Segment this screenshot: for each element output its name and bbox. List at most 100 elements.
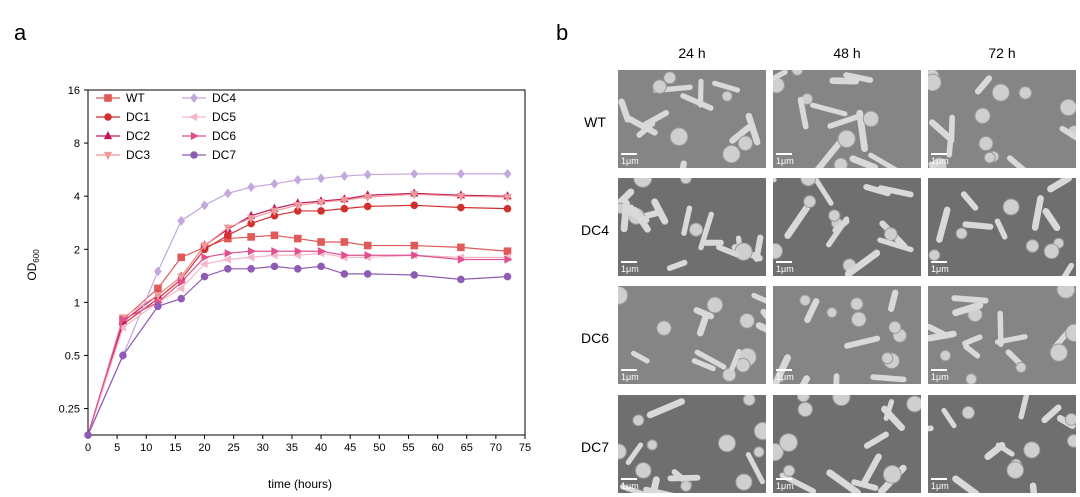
data-point <box>503 169 512 179</box>
scale-bar <box>621 369 637 371</box>
origin-point <box>84 431 92 439</box>
sem-micrograph: 1μm <box>618 395 766 493</box>
data-point <box>316 199 326 208</box>
data-point <box>178 278 187 287</box>
data-point <box>177 253 186 262</box>
data-point <box>410 271 419 279</box>
legend-marker <box>103 151 113 161</box>
data-point <box>363 202 372 211</box>
scale-label: 1μm <box>621 372 639 382</box>
micrograph-texture <box>773 395 921 493</box>
x-tick-label: 0 <box>85 442 91 454</box>
x-tick-label: 5 <box>114 442 120 454</box>
scale-bar <box>776 153 792 155</box>
scale-bar <box>931 261 947 263</box>
panel-b-letter: b <box>556 20 569 45</box>
x-tick-label: 35 <box>286 442 298 454</box>
row-header: DC7 <box>580 439 609 455</box>
legend-item-dc2: DC2 <box>96 129 150 143</box>
series-line <box>87 193 508 436</box>
data-point <box>248 247 257 256</box>
data-point <box>117 323 127 332</box>
column-header: 48 h <box>833 45 861 61</box>
x-tick-label: 75 <box>519 442 531 454</box>
legend-item-dc6: DC6 <box>182 129 236 143</box>
sem-micrograph: 1μm <box>773 395 921 493</box>
legend-label: WT <box>126 91 145 105</box>
data-point <box>457 203 465 212</box>
legend-label: DC4 <box>212 91 236 105</box>
series-dc6 <box>87 247 513 436</box>
data-point <box>504 255 513 264</box>
legend-item-dc3: DC3 <box>96 148 150 162</box>
micrograph-texture <box>773 286 921 384</box>
data-point <box>200 272 209 281</box>
scale-bar <box>621 478 637 480</box>
data-point <box>364 251 373 260</box>
legend-item-dc4: DC4 <box>182 91 236 105</box>
column-header: 24 h <box>678 45 706 61</box>
data-point <box>119 315 128 324</box>
column-header: 72 h <box>988 45 1016 61</box>
legend-label: DC1 <box>126 110 150 124</box>
scale-bar <box>931 478 947 480</box>
data-point <box>341 251 350 260</box>
micrograph-texture <box>928 178 1076 276</box>
legend-label: DC3 <box>126 148 150 162</box>
x-tick-label: 60 <box>431 442 443 454</box>
x-tick-label: 25 <box>228 442 240 454</box>
micrograph-texture <box>928 70 1076 168</box>
micrograph-texture <box>928 286 1076 384</box>
data-point <box>410 169 419 179</box>
data-point <box>503 272 512 281</box>
scale-label: 1μm <box>776 264 794 274</box>
sem-micrograph: 1μm <box>618 286 766 384</box>
sem-micrograph: 1μm <box>773 178 921 276</box>
series-dc2 <box>87 188 512 436</box>
growth-curve-chart: 0 5 10 15 20 25 30 35 40 45 50 55 60 65 70 75 0.25 0.5 1 2 4… <box>25 85 531 491</box>
legend-label: DC5 <box>212 110 236 124</box>
micrograph-texture <box>618 178 766 276</box>
data-point <box>363 194 372 203</box>
data-point <box>222 255 231 264</box>
sem-micrograph: 1μm <box>928 286 1076 384</box>
scale-label: 1μm <box>931 372 949 382</box>
plot-area-frame <box>87 89 526 436</box>
scale-bar <box>776 478 792 480</box>
scale-label: 1μm <box>931 264 949 274</box>
x-tick-label: 45 <box>344 442 356 454</box>
data-point <box>294 247 303 256</box>
x-tick-label: 30 <box>257 442 269 454</box>
scale-bar <box>621 153 637 155</box>
sem-micrograph: 1μm <box>928 395 1076 493</box>
x-tick-label: 65 <box>461 442 473 454</box>
sem-micrograph: 1μm <box>618 178 766 276</box>
data-point <box>503 204 512 213</box>
legend-marker <box>190 131 200 141</box>
data-point <box>247 215 256 224</box>
legend-label: DC7 <box>212 148 236 162</box>
data-point <box>247 264 255 273</box>
scale-label: 1μm <box>931 156 949 166</box>
scale-label: 1μm <box>776 481 794 491</box>
series-dc7 <box>87 262 512 436</box>
x-tick-label: 15 <box>169 442 181 454</box>
scale-label: 1μm <box>931 481 949 491</box>
legend-item-dc5: DC5 <box>182 110 236 124</box>
scale-bar <box>776 261 792 263</box>
scale-label: 1μm <box>621 481 639 491</box>
data-point <box>224 264 232 273</box>
data-point <box>317 262 325 271</box>
data-point <box>270 231 279 240</box>
data-point <box>176 284 185 293</box>
scale-label: 1μm <box>776 372 794 382</box>
legend-marker <box>190 151 198 159</box>
data-point <box>293 202 302 211</box>
data-point <box>340 270 349 278</box>
data-point <box>177 273 186 282</box>
data-point <box>247 182 256 193</box>
legend-marker <box>104 113 112 121</box>
micrograph-texture <box>618 395 766 493</box>
legend: WT DC1 DC2 DC3 DC4 DC5 DC6 DC7 <box>96 91 236 162</box>
micrograph-texture <box>773 178 921 276</box>
